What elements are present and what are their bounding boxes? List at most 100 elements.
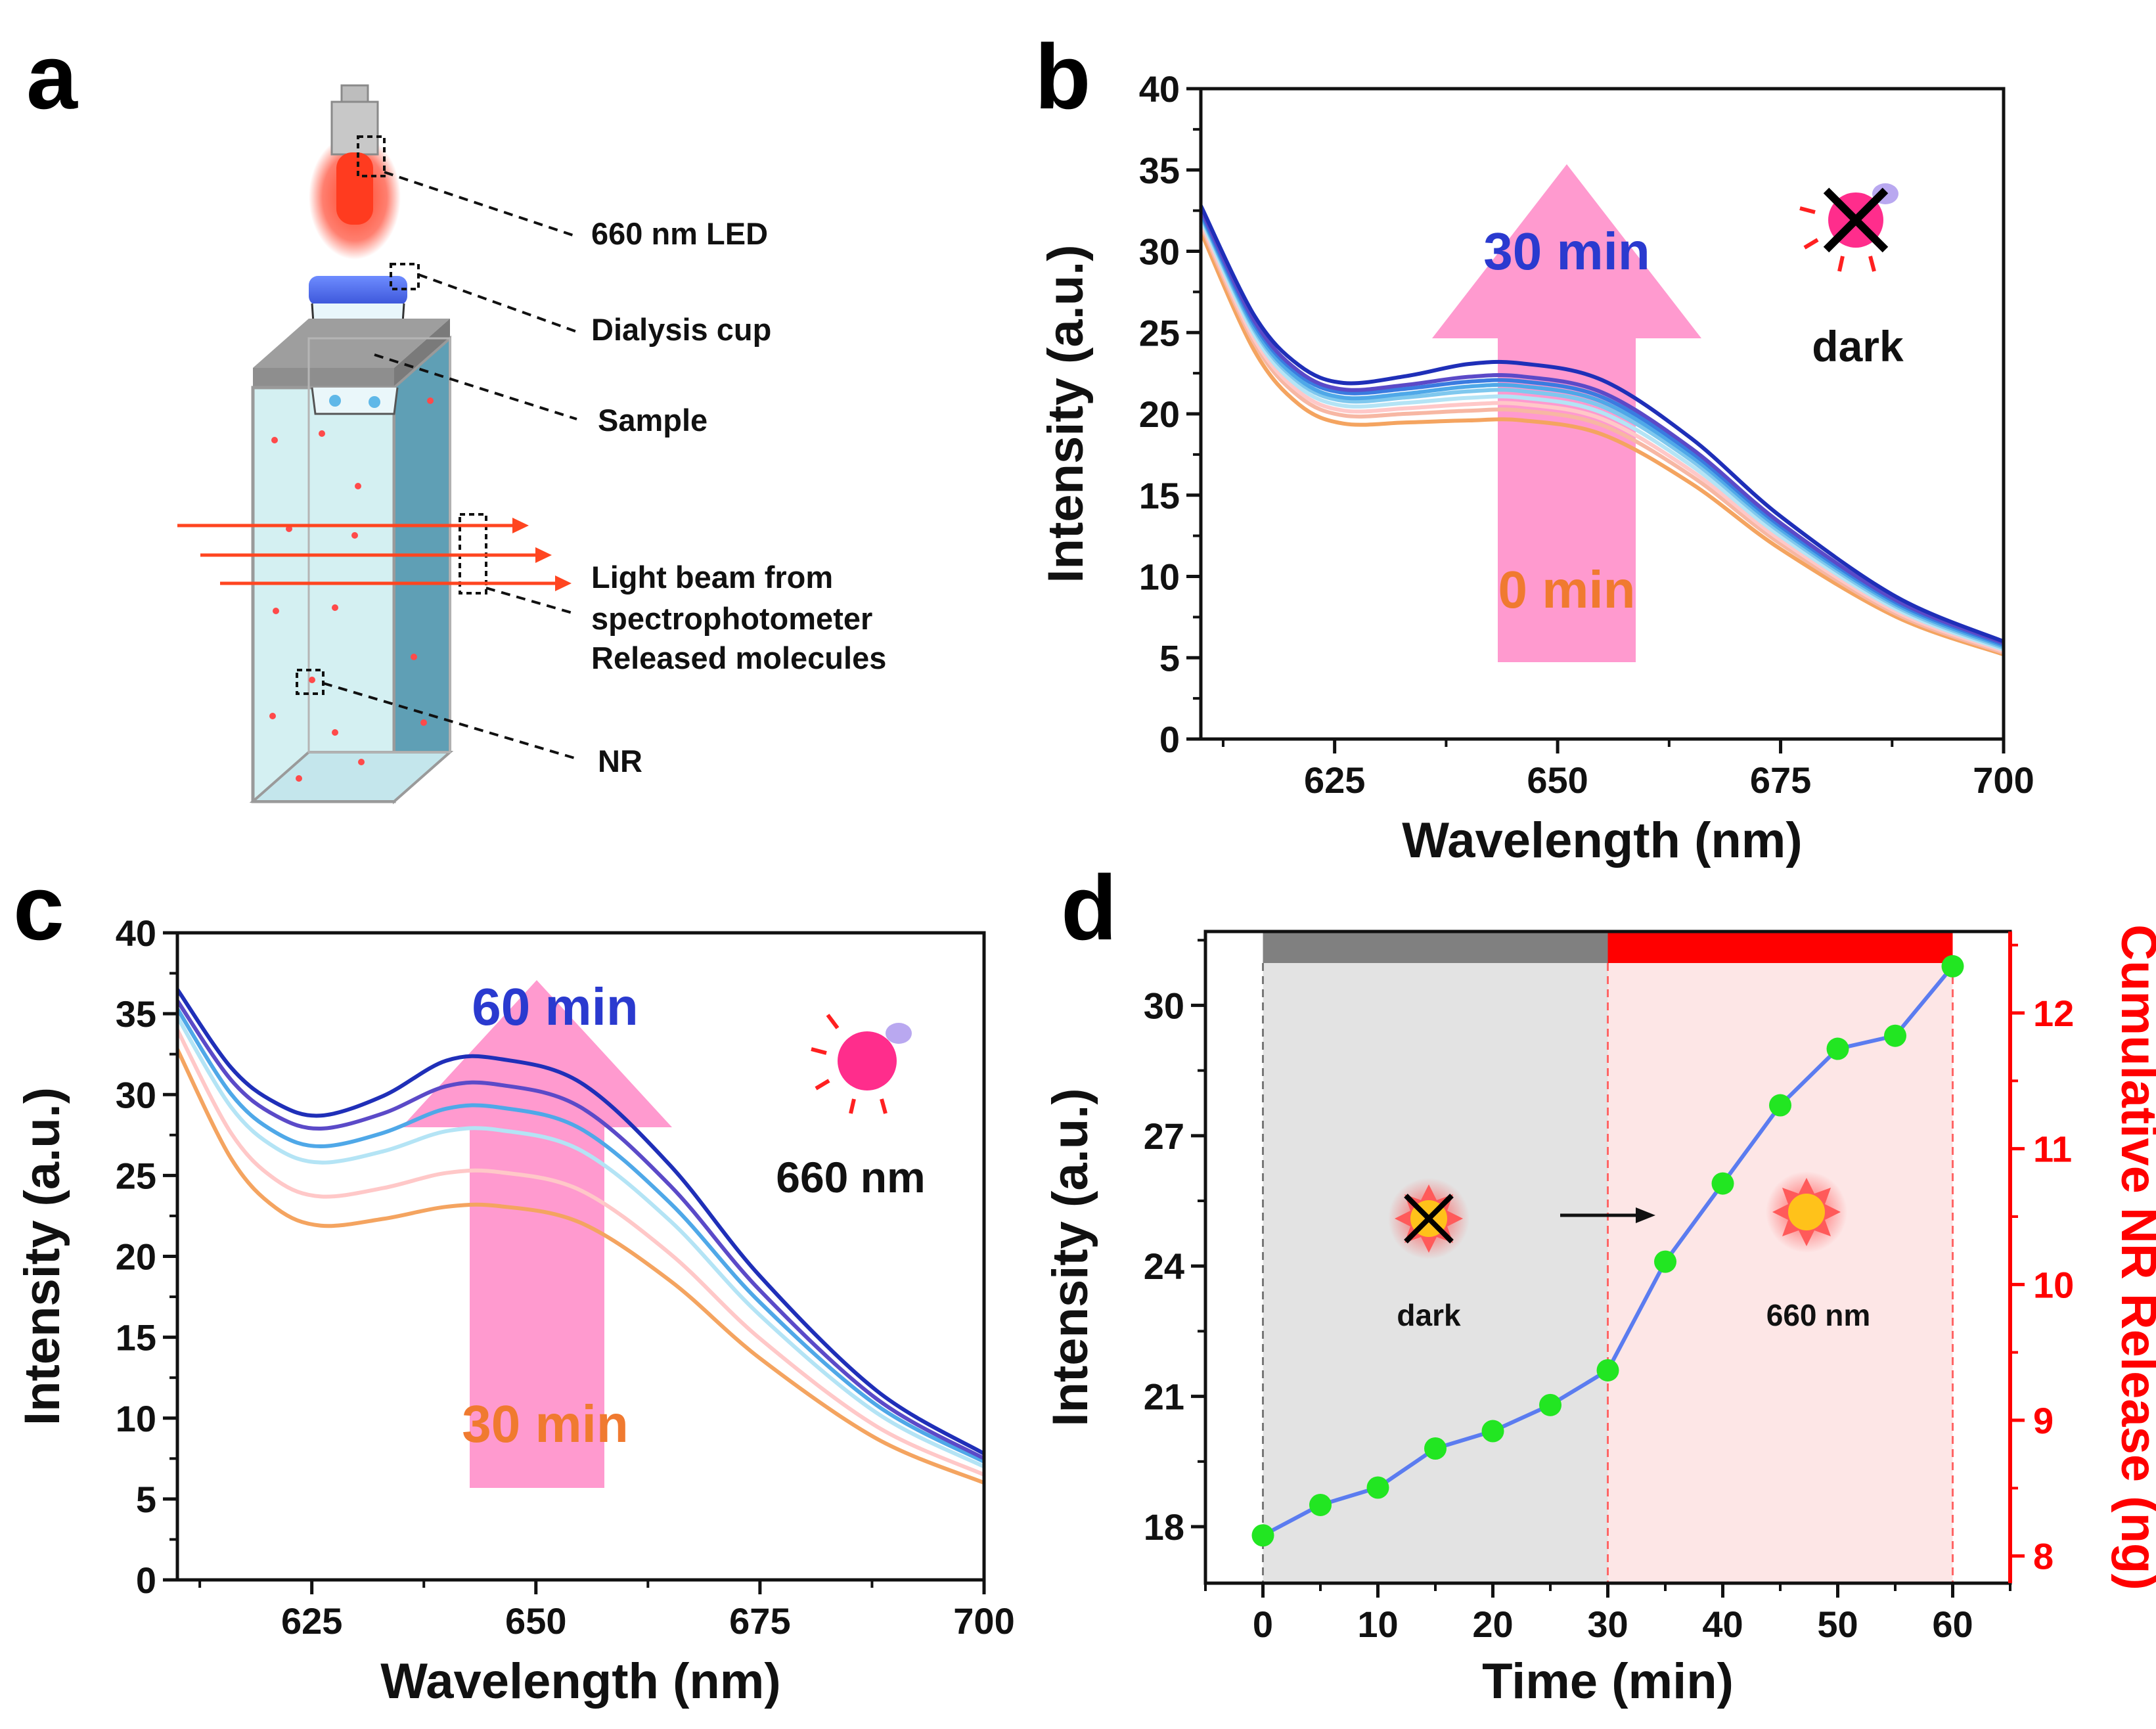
d-ytick-label: 21 [1144,1376,1184,1418]
d-ytick-label: 27 [1144,1115,1184,1157]
spectrum-c-3 [175,1008,985,1464]
condition-label-b: dark [1812,322,1904,370]
label-nr: NR [598,744,642,778]
transition-arrow [1560,1207,1655,1223]
data-point [1366,1476,1389,1499]
region-bg-0 [1263,963,1608,1583]
d-xtick-label: 0 [1253,1604,1273,1645]
spectrum-b-3 [1199,217,2005,652]
b-xtick-label: 650 [1527,759,1588,801]
b-xtick-label: 675 [1750,759,1811,801]
d-y2tick-label: 10 [2033,1264,2074,1305]
y-axis-label-c: Intensity (a.u.) [14,1087,70,1426]
c-ytick-label: 5 [136,1479,156,1520]
data-point [1539,1393,1561,1416]
arrow-start-label-b: 0 min [1498,560,1636,619]
d-xtick-label: 60 [1932,1604,1973,1645]
d-ytick-label: 24 [1144,1246,1184,1287]
d-xtick-label: 20 [1472,1604,1513,1645]
b-ytick-label: 40 [1139,68,1180,110]
data-point [1424,1437,1447,1460]
data-point [1826,1037,1849,1060]
sun-on-icon [1766,1171,1847,1253]
panel-label-b: b [1035,25,1091,128]
chart-b: 625 650 675 700 0 5 10 15 20 25 30 35 40 30 min 0 mi… [1038,68,2034,868]
c-ytick-label: 35 [116,993,156,1035]
c-ytick-label: 30 [116,1074,156,1115]
region-bar-0 [1263,932,1608,963]
b-ytick-label: 5 [1159,637,1180,679]
spectrum-c-1 [175,1029,985,1477]
spectrum-c-2 [175,1016,985,1469]
cuvette-illustration [249,319,487,805]
x-axis-label-b: Wavelength (nm) [1402,813,1802,868]
arrow-end-label-b: 30 min [1483,222,1650,281]
panel-label-c: c [13,856,64,959]
chart-d: 0 10 20 30 40 50 60 18 21 24 27 30 8 9 10 11 12 dark 660… [1043,924,2156,1709]
y-axis-label-b: Intensity (a.u.) [1038,244,1094,583]
x-axis-label-d: Time (min) [1482,1653,1734,1709]
c-ytick-label: 10 [116,1398,156,1439]
spectrum-b-4 [1199,214,2005,650]
c-ytick-label: 20 [116,1236,156,1278]
data-point [1481,1420,1504,1443]
b-ytick-label: 20 [1139,393,1180,435]
c-ytick-label: 15 [116,1317,156,1358]
c-xtick-label: 650 [505,1600,566,1642]
data-point [1884,1024,1906,1047]
c-xtick-label: 700 [953,1600,1014,1642]
data-point [1309,1493,1332,1516]
b-ytick-label: 25 [1139,312,1180,353]
x-axis-label-c: Wavelength (nm) [380,1653,780,1709]
data-point [1596,1358,1619,1381]
arrow-end-label-c: 60 min [472,977,638,1036]
c-ytick-label: 40 [116,912,156,954]
data-point [1941,954,1964,977]
data-point [1654,1250,1676,1273]
b-xtick-label: 700 [1973,759,2034,801]
spectrum-b-1 [1199,224,2005,655]
spectrum-c-5 [175,988,985,1456]
data-point [1711,1172,1734,1195]
c-ytick-label: 0 [136,1560,156,1601]
spectrum-b-0 [1199,231,2004,657]
region-bar-1 [1607,932,1953,963]
y-axis-label-d: Intensity (a.u.) [1043,1088,1098,1426]
leader-lines [323,171,577,760]
time-arrow-b [1432,164,1701,662]
condition-label-c: 660 nm [776,1153,925,1201]
spectrum-b-2 [1199,221,2005,654]
led-illustration [309,84,401,259]
spectrum-c-0 [175,1048,985,1485]
data-point [1251,1524,1274,1547]
b-ytick-label: 35 [1139,150,1180,191]
d-xtick-label: 10 [1357,1604,1398,1645]
d-ytick-label: 18 [1144,1506,1184,1548]
label-dialysis-cup: Dialysis cup [591,312,771,347]
spectrum-c-4 [175,999,985,1460]
b-ytick-label: 10 [1139,556,1180,598]
b-ytick-label: 0 [1159,719,1180,760]
label-sample: Sample [598,403,707,438]
d-xtick-label: 50 [1817,1604,1858,1645]
label-660nm-led: 660 nm LED [591,216,768,251]
spectrum-b-5 [1199,213,2005,648]
d-xtick-label: 40 [1702,1604,1743,1645]
arrow-start-label-c: 30 min [462,1395,628,1453]
d-y2tick-label: 9 [2033,1400,2054,1441]
d-y2tick-label: 12 [2033,993,2074,1034]
d-xtick-label: 30 [1587,1604,1628,1645]
sun-off-icon [1388,1178,1470,1259]
label-released-molecules: Released molecules [591,640,886,675]
y2-axis-label-d: Cumulative NR Release (ng) [2111,924,2156,1590]
d-y2tick-label: 8 [2033,1536,2054,1577]
region-bg-1 [1607,963,1953,1583]
bulb-off-icon [1799,183,1898,272]
label-light-beam-1: Light beam from [591,560,833,595]
region-label-660nm: 660 nm [1766,1298,1871,1332]
spectrum-b-6 [1199,211,2005,647]
bulb-on-icon [811,1014,912,1114]
c-ytick-label: 25 [116,1155,156,1196]
b-xtick-label: 625 [1304,759,1365,801]
